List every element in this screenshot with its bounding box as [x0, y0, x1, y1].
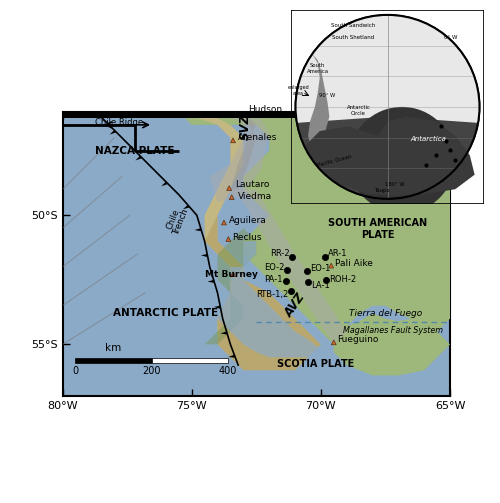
Text: Tierra del Fuego: Tierra del Fuego — [349, 309, 422, 318]
Polygon shape — [321, 112, 450, 365]
Text: EO-1: EO-1 — [310, 264, 330, 273]
Text: Viedma: Viedma — [238, 192, 272, 201]
Polygon shape — [214, 306, 220, 309]
Polygon shape — [110, 130, 116, 135]
Polygon shape — [153, 112, 256, 357]
Text: Chile
Trench: Chile Trench — [164, 204, 190, 236]
Polygon shape — [229, 195, 234, 200]
Text: South
America: South America — [307, 63, 329, 74]
Polygon shape — [201, 254, 208, 257]
Polygon shape — [242, 106, 246, 111]
Text: 90° W: 90° W — [320, 93, 336, 98]
Polygon shape — [297, 117, 478, 199]
Polygon shape — [114, 112, 321, 370]
Polygon shape — [226, 236, 231, 241]
Text: Fueguino: Fueguino — [338, 336, 379, 344]
Circle shape — [296, 15, 480, 199]
Polygon shape — [210, 112, 256, 190]
Text: km: km — [106, 343, 122, 353]
Polygon shape — [204, 138, 256, 345]
Bar — [152, 358, 228, 363]
Text: RR-2: RR-2 — [270, 249, 289, 258]
Text: LA-1: LA-1 — [311, 281, 330, 290]
Bar — [62, 112, 450, 118]
Text: NAZCA PLATE: NAZCA PLATE — [95, 146, 174, 156]
Polygon shape — [162, 182, 168, 186]
Text: 0: 0 — [72, 366, 78, 376]
Text: PLATE: PLATE — [361, 230, 394, 239]
Text: Antarctica: Antarctica — [410, 136, 446, 142]
Text: Hudson: Hudson — [248, 105, 282, 114]
Text: Antarctic
Circle: Antarctic Circle — [346, 105, 370, 116]
Polygon shape — [183, 205, 190, 209]
Polygon shape — [194, 228, 202, 231]
Text: PA-1: PA-1 — [264, 275, 283, 284]
Text: SCOTIA PLATE: SCOTIA PLATE — [277, 359, 354, 369]
Text: Reclus: Reclus — [232, 233, 262, 242]
Polygon shape — [208, 280, 214, 283]
Text: 0° W: 0° W — [444, 35, 457, 40]
Polygon shape — [332, 340, 336, 345]
Text: SOUTH AMERICAN: SOUTH AMERICAN — [328, 218, 427, 228]
Text: Aguilera: Aguilera — [229, 216, 267, 225]
Text: ROH-2: ROH-2 — [329, 275, 356, 284]
Text: 200: 200 — [142, 366, 161, 376]
Text: Pali Aike: Pali Aike — [335, 260, 373, 268]
Text: Pacific Ocean: Pacific Ocean — [316, 154, 352, 168]
Text: Mt Burney: Mt Burney — [204, 270, 258, 279]
Polygon shape — [230, 138, 235, 143]
Polygon shape — [220, 331, 228, 334]
Polygon shape — [222, 220, 226, 225]
Text: South Shetland: South Shetland — [332, 35, 374, 40]
Text: Arenales: Arenales — [238, 133, 277, 142]
Polygon shape — [179, 112, 450, 357]
Polygon shape — [305, 117, 474, 196]
Polygon shape — [346, 306, 411, 326]
Polygon shape — [210, 112, 269, 202]
Polygon shape — [230, 190, 346, 345]
Polygon shape — [228, 355, 235, 358]
Polygon shape — [218, 241, 321, 357]
Polygon shape — [328, 263, 334, 268]
Polygon shape — [136, 156, 142, 160]
Text: EO-2: EO-2 — [264, 263, 284, 272]
Text: ANTARCTIC PLATE: ANTARCTIC PLATE — [114, 308, 218, 318]
Text: AR-1: AR-1 — [328, 249, 347, 258]
Text: AVZ: AVZ — [282, 291, 308, 320]
Text: Chile Ridge: Chile Ridge — [96, 118, 144, 127]
Text: 180° W: 180° W — [386, 182, 405, 187]
Polygon shape — [230, 272, 235, 277]
Polygon shape — [334, 318, 450, 375]
Circle shape — [349, 107, 456, 213]
Text: Lautaro: Lautaro — [236, 180, 270, 189]
Text: South Sandwich: South Sandwich — [332, 24, 376, 29]
Circle shape — [296, 15, 480, 199]
Text: enlarged
area: enlarged area — [288, 86, 310, 96]
Text: Magallanes Fault System: Magallanes Fault System — [343, 326, 443, 334]
Polygon shape — [308, 54, 330, 155]
Text: RTB-1,2: RTB-1,2 — [256, 290, 288, 299]
Polygon shape — [226, 186, 232, 191]
Text: SVZ: SVZ — [239, 114, 252, 140]
Bar — [76, 358, 152, 363]
Text: 400: 400 — [218, 366, 237, 376]
Text: Taupo: Taupo — [375, 188, 390, 193]
